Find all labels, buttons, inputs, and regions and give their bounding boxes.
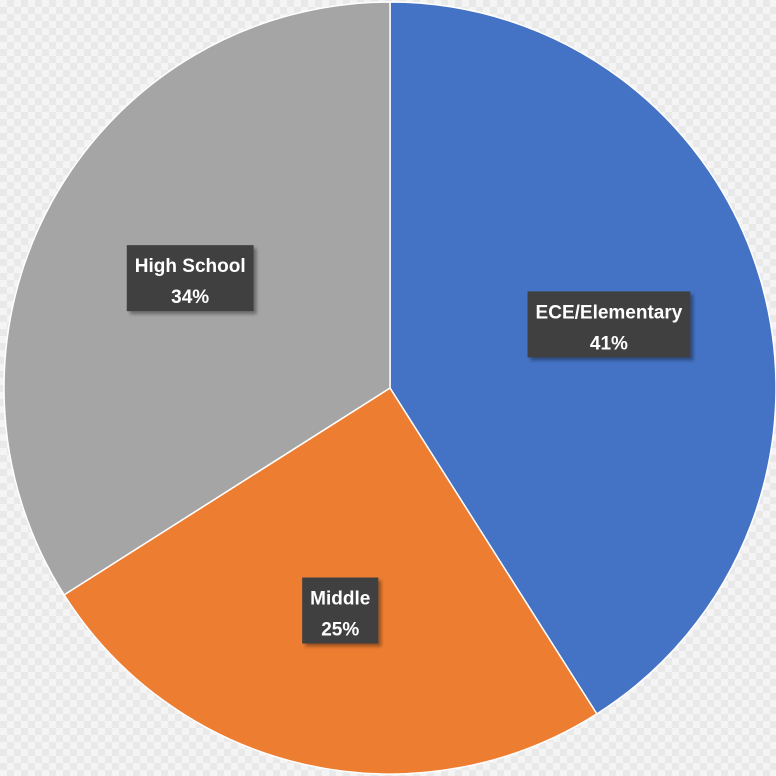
data-label-middle: Middle 25% [302, 577, 379, 644]
data-label-box [527, 291, 691, 358]
pie-slices [3, 1, 776, 775]
data-label-category: Middle [310, 589, 370, 610]
data-label-percent: 34% [171, 287, 209, 308]
data-label-high-school: High School 34% [126, 245, 254, 312]
data-label-percent: 41% [590, 333, 628, 354]
data-label-category: ECE/Elementary [536, 302, 683, 323]
pie-data-labels: ECE/Elementary 41% Middle 25% High School 34% [126, 245, 691, 644]
pie-slice-ece-elementary [389, 1, 776, 715]
data-label-percent: 25% [321, 620, 359, 641]
data-label-category: High School [135, 256, 246, 277]
data-label-box [302, 577, 379, 644]
data-label-ece-elementary: ECE/Elementary 41% [527, 291, 691, 358]
data-label-box [126, 245, 254, 312]
